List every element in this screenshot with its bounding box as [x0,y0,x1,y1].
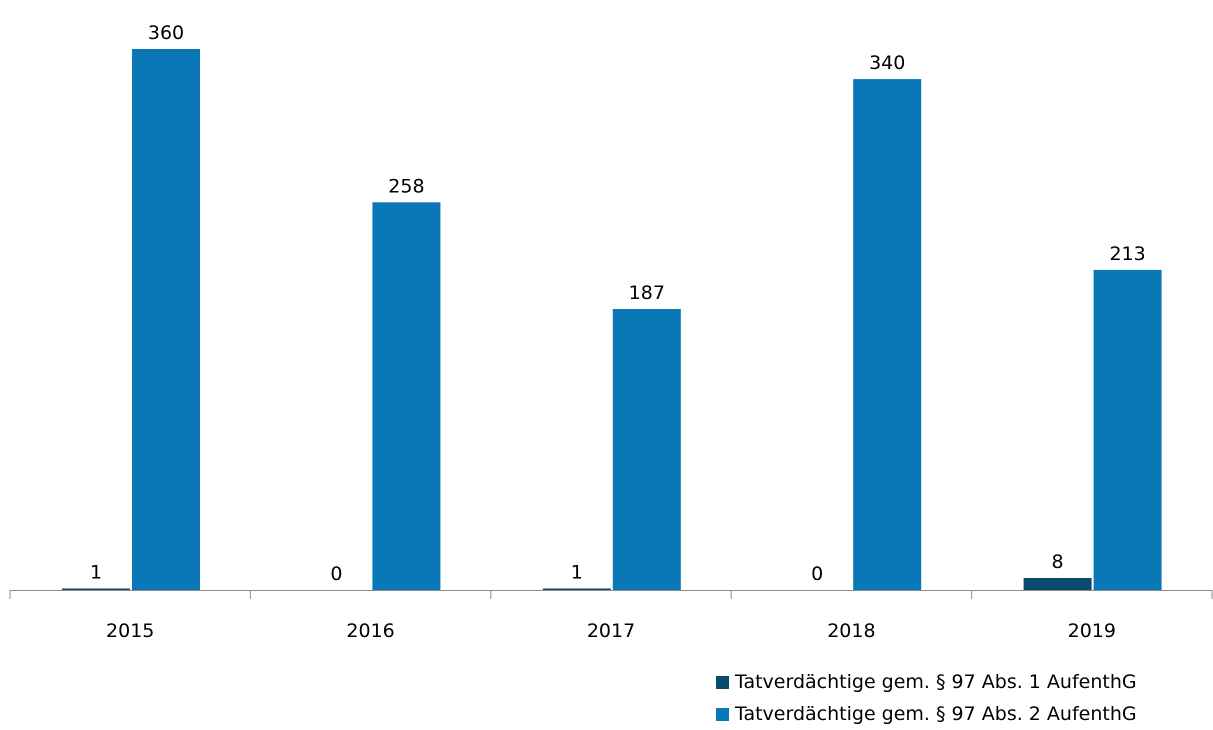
data-label-2019-series-1: 8 [1052,551,1064,573]
data-label-2016-series-2: 258 [388,175,424,197]
legend-item-series-2: Tatverdächtige gem. § 97 Abs. 2 AufenthG [716,698,1137,730]
bar-2018-series-2 [853,79,922,590]
data-label-2015-series-1: 1 [90,562,102,584]
bar-2015-series-2 [132,49,200,590]
x-tick-label-2016: 2016 [346,620,394,642]
bar-2017-series-2 [612,309,681,590]
data-labels-layer: 1 360 0 258 1 187 0 340 8 213 [90,22,1146,585]
bar-2017-series-1 [542,588,611,590]
data-label-2018-series-1: 0 [811,563,823,585]
data-label-2017-series-2: 187 [629,282,665,304]
x-tick-label-2019: 2019 [1068,620,1116,642]
data-label-2017-series-1: 1 [571,562,583,584]
legend-item-series-1: Tatverdächtige gem. § 97 Abs. 1 AufenthG [716,666,1137,698]
bars-layer [62,49,1162,591]
data-label-2018-series-2: 340 [869,52,905,74]
x-tick-label-2017: 2017 [587,620,635,642]
bar-2016-series-2 [372,202,441,591]
bar-2015-series-1 [62,588,130,590]
legend-label-series-2: Tatverdächtige gem. § 97 Abs. 2 AufenthG [735,703,1137,725]
data-label-2015-series-2: 360 [148,22,184,44]
x-axis: 2015 2016 2017 2018 2019 [9,590,1213,642]
bar-2019-series-1 [1023,578,1092,590]
x-tick-label-2015: 2015 [106,620,154,642]
x-tick-label-2018: 2018 [827,620,875,642]
legend-swatch-series-2 [716,707,729,721]
legend: Tatverdächtige gem. § 97 Abs. 1 AufenthG… [716,666,1137,730]
data-label-2019-series-2: 213 [1109,243,1145,265]
data-label-2016-series-1: 0 [330,563,342,585]
legend-label-series-1: Tatverdächtige gem. § 97 Abs. 1 AufenthG [735,671,1137,693]
bar-2019-series-2 [1093,269,1162,590]
legend-swatch-series-1 [716,675,729,689]
